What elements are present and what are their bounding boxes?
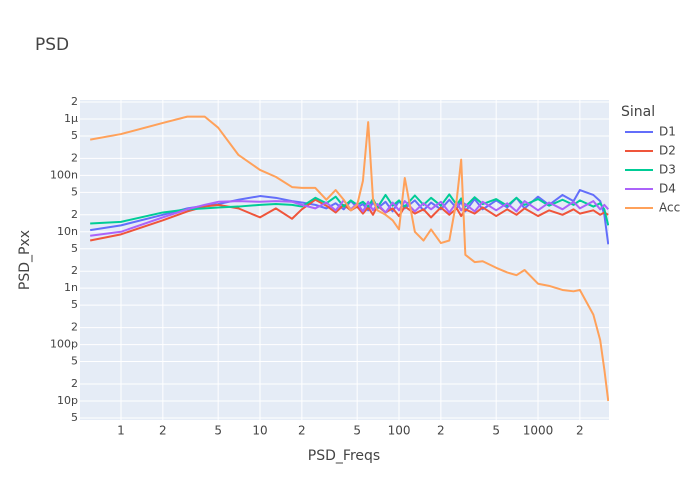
plot-area (80, 100, 609, 420)
y-tick-label: 5 (71, 242, 78, 255)
y-tick-label: 5 (71, 129, 78, 142)
x-tick-label: 2 (159, 424, 167, 438)
y-tick-label: 5 (71, 298, 78, 311)
y-tick-label: 100p (50, 338, 78, 351)
y-tick-label: 5 (71, 355, 78, 368)
y-tick-label: 10n (57, 225, 78, 238)
lines (89, 115, 609, 402)
y-tick-label: 1µ (64, 112, 78, 125)
y-tick-label: 2 (71, 208, 78, 221)
y-tick-label: 2 (71, 95, 78, 108)
x-tick-label: 2 (576, 424, 584, 438)
x-tick-label: 5 (492, 424, 500, 438)
y-tick-label: 1n (64, 281, 78, 294)
y-tick-label: 2 (71, 264, 78, 277)
legend-title: Sinal (621, 104, 655, 120)
legend-label: Acc (659, 201, 680, 215)
x-axis-title: PSD_Freqs (308, 448, 380, 464)
grid (80, 100, 609, 420)
x-tick-label: 5 (214, 424, 222, 438)
y-tick-label: 100n (50, 168, 78, 181)
y-tick-label: 2 (71, 377, 78, 390)
x-tick-label: 2 (298, 424, 306, 438)
x-tick-label: 2 (437, 424, 445, 438)
x-tick-label: 100 (388, 424, 411, 438)
legend-label: D4 (659, 182, 676, 196)
x-tick-label: 1 (117, 424, 125, 438)
y-tick-label: 2 (71, 151, 78, 164)
y-axis-title: PSD_Pxx (17, 230, 33, 290)
x-tick-label: 1000 (523, 424, 554, 438)
legend-label: D2 (659, 144, 676, 158)
legend-label: D3 (659, 163, 676, 177)
legend-label: D1 (659, 125, 676, 139)
y-tick-label: 5 (71, 411, 78, 424)
x-tick-label: 5 (353, 424, 361, 438)
y-tick-label: 5 (71, 185, 78, 198)
y-tick-label: 2 (71, 321, 78, 334)
x-tick-label: 10 (252, 424, 267, 438)
y-tick-label: 10p (57, 394, 78, 407)
chart-title: PSD (35, 35, 69, 55)
series-line (89, 115, 609, 402)
